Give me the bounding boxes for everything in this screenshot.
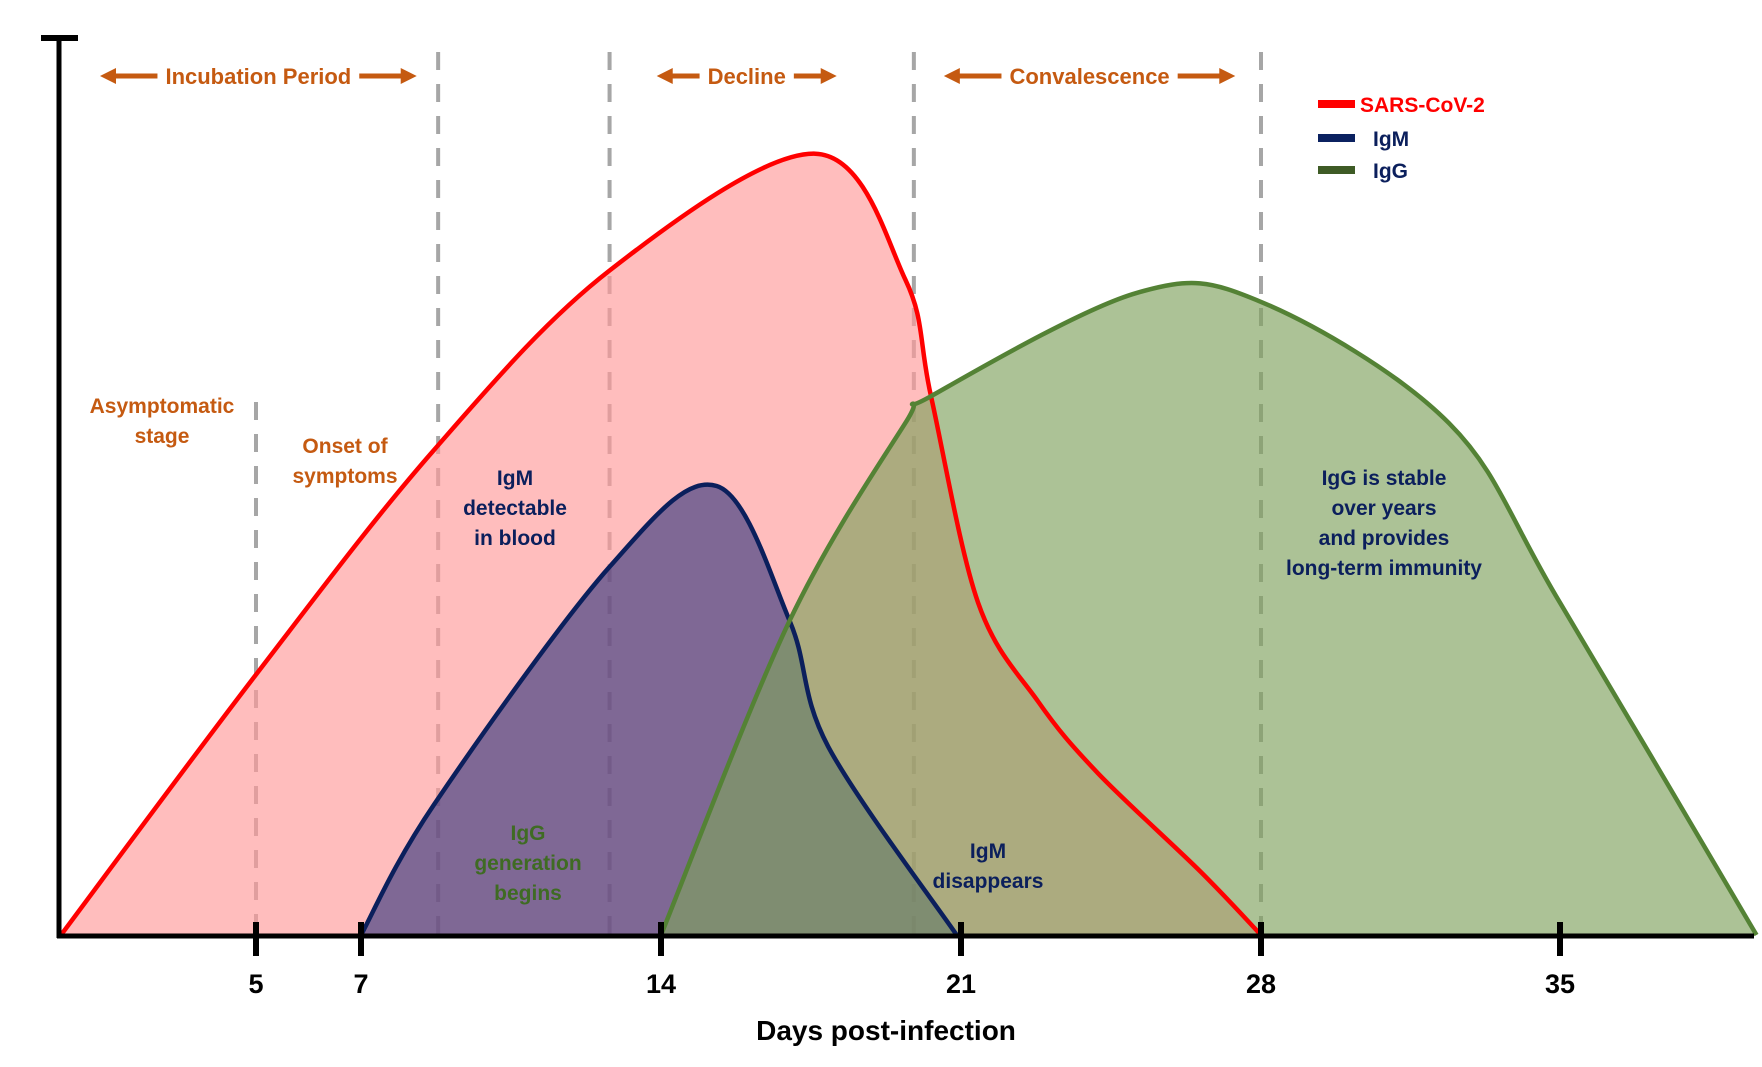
annotation-line: generation xyxy=(474,852,581,875)
x-tick-label: 5 xyxy=(248,969,263,999)
annotation-line: stage xyxy=(135,425,190,448)
annotation-line: IgM xyxy=(970,840,1006,863)
legend: SARS-CoV-2 IgM IgG xyxy=(1318,94,1485,183)
annotations: Asymptomatic stage Onset of symptoms IgM dete… xyxy=(90,395,1483,905)
line-igm xyxy=(359,482,959,937)
x-tick-label: 7 xyxy=(353,969,368,999)
line-igg xyxy=(658,280,1759,937)
annotation-igg-generation: IgG generation begins xyxy=(474,822,581,905)
series-lines xyxy=(59,151,1759,937)
phase-label-group: Decline xyxy=(656,64,837,89)
arrow-left-icon xyxy=(656,68,673,84)
arrow-right-icon xyxy=(400,68,417,84)
annotation-line: Onset of xyxy=(302,435,388,458)
legend-item: IgG xyxy=(1318,160,1408,183)
arrow-right-icon xyxy=(820,68,837,84)
legend-swatch xyxy=(1318,134,1355,142)
annotation-line: disappears xyxy=(933,870,1044,893)
x-ticks: 5 7 14 21 28 35 xyxy=(248,922,1575,999)
phase-labels: Incubation Period Decline Convalescence xyxy=(100,64,1236,89)
legend-item: IgM xyxy=(1318,128,1409,151)
annotation-line: IgG xyxy=(511,822,546,845)
legend-label: IgG xyxy=(1373,160,1408,183)
annotation-onset: Onset of symptoms xyxy=(292,435,397,488)
annotation-line: begins xyxy=(494,882,562,905)
phase-dividers xyxy=(254,52,1263,935)
phase-label-group: Incubation Period xyxy=(100,64,417,89)
area-igg xyxy=(661,283,1757,935)
x-tick-label: 14 xyxy=(646,969,676,999)
annotation-line: symptoms xyxy=(292,465,397,488)
legend-swatch xyxy=(1318,100,1355,108)
annotation-line: in blood xyxy=(474,527,556,550)
x-tick-label: 35 xyxy=(1545,969,1575,999)
x-axis-title: Days post-infection xyxy=(756,1015,1016,1046)
annotation-line: Asymptomatic xyxy=(90,395,235,418)
annotation-line: long-term immunity xyxy=(1286,557,1482,580)
line-sars-cov-2 xyxy=(59,151,1263,937)
series-areas xyxy=(61,153,1757,935)
axes xyxy=(41,35,1754,939)
annotation-igm-disappears: IgM disappears xyxy=(933,840,1044,893)
phase-label-group: Convalescence xyxy=(943,64,1236,89)
legend-swatch xyxy=(1318,166,1355,174)
legend-label: IgM xyxy=(1373,128,1409,151)
annotation-igg-stable: IgG is stable over years and provides long-… xyxy=(1286,467,1482,580)
annotation-igm-detectable: IgM detectable in blood xyxy=(463,467,567,550)
phase-label: Convalescence xyxy=(1009,64,1169,89)
phase-label: Decline xyxy=(708,64,786,89)
arrow-left-icon xyxy=(100,68,116,84)
annotation-line: IgG is stable xyxy=(1322,467,1447,490)
annotation-line: detectable xyxy=(463,497,567,520)
x-tick-label: 28 xyxy=(1246,969,1276,999)
annotation-asymptomatic: Asymptomatic stage xyxy=(90,395,235,448)
arrow-left-icon xyxy=(943,68,960,84)
phase-label: Incubation Period xyxy=(165,64,351,89)
annotation-line: over years xyxy=(1331,497,1436,520)
annotation-line: IgM xyxy=(497,467,533,490)
legend-item: SARS-CoV-2 xyxy=(1318,94,1485,117)
x-tick-label: 21 xyxy=(946,969,976,999)
annotation-line: and provides xyxy=(1319,527,1450,550)
legend-label: SARS-CoV-2 xyxy=(1360,94,1485,117)
arrow-right-icon xyxy=(1219,68,1236,84)
